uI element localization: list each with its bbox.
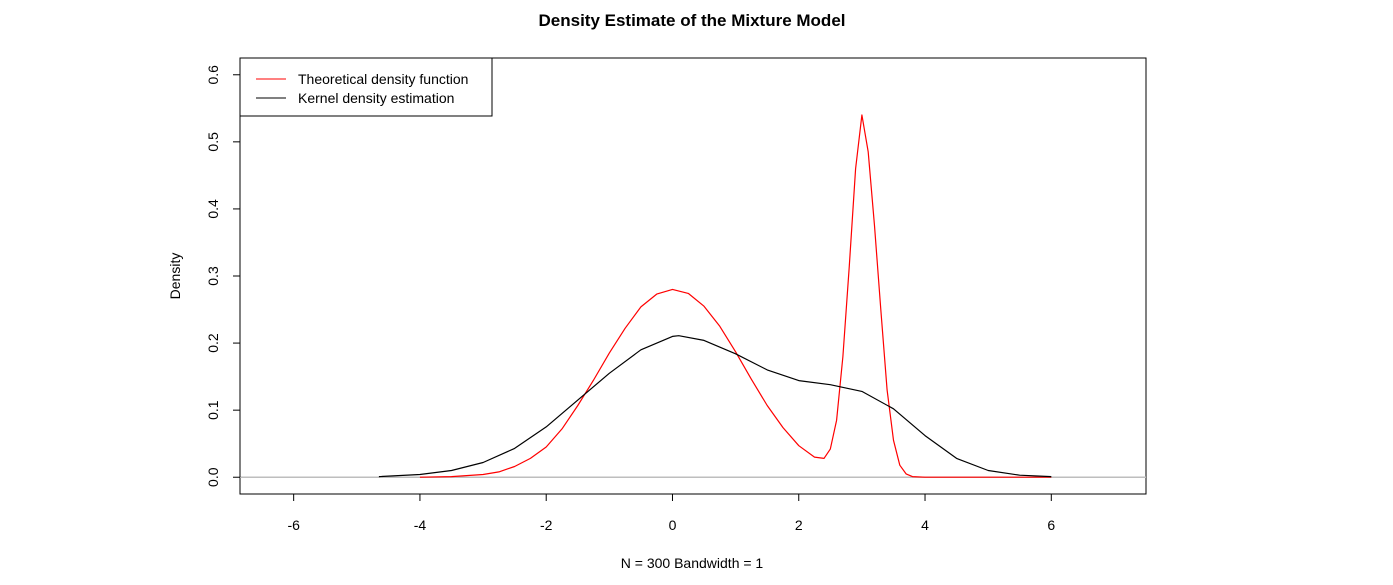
legend-label-theoretical: Theoretical density function <box>298 71 468 87</box>
y-tick-label: 0.2 <box>205 333 221 353</box>
kernel-density-line <box>378 335 1052 478</box>
legend-label-kernel: Kernel density estimation <box>298 90 454 106</box>
x-tick-label: -4 <box>414 517 427 533</box>
series-group <box>378 114 1052 478</box>
x-tick-label: -2 <box>540 517 553 533</box>
plot-frame <box>239 57 1147 495</box>
theoretical-density-line <box>419 114 1052 478</box>
x-tick-label: -6 <box>287 517 300 533</box>
legend-box <box>239 57 493 117</box>
x-axis: -6 -4 -2 0 2 4 6 <box>287 493 1055 533</box>
x-tick-label: 6 <box>1047 517 1055 533</box>
x-tick-label: 2 <box>795 517 803 533</box>
x-tick-label: 0 <box>669 517 677 533</box>
y-axis-label: Density <box>167 253 183 300</box>
x-axis-label: N = 300 Bandwidth = 1 <box>621 555 764 571</box>
y-tick-label: 0.4 <box>205 199 221 219</box>
y-tick-label: 0.1 <box>205 400 221 420</box>
y-tick-label: 0.5 <box>205 132 221 152</box>
legend: Theoretical density function Kernel dens… <box>239 57 493 117</box>
y-tick-label: 0.0 <box>205 467 221 487</box>
x-tick-label: 4 <box>921 517 929 533</box>
y-tick-label: 0.3 <box>205 266 221 286</box>
y-tick-label: 0.6 <box>205 65 221 85</box>
y-axis: 0.0 0.1 0.2 0.3 0.4 0.5 0.6 <box>205 65 241 487</box>
chart-title: Density Estimate of the Mixture Model <box>539 11 846 30</box>
